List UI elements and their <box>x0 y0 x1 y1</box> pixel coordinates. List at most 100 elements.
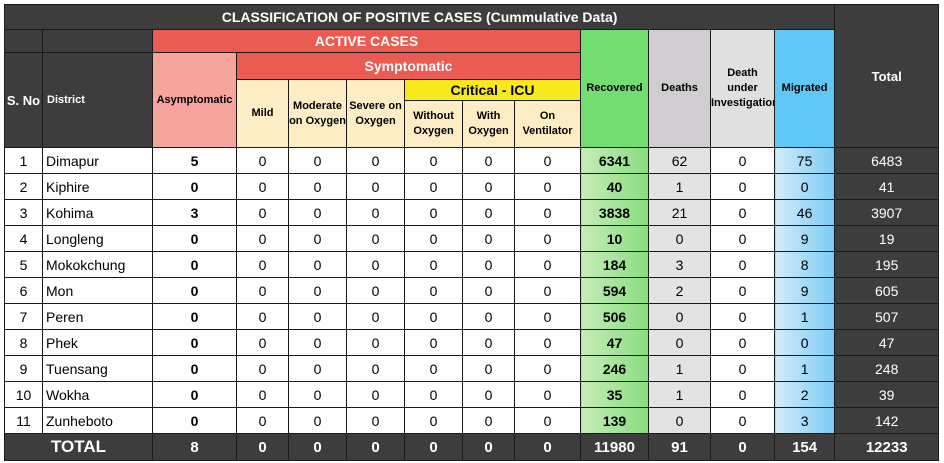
row-without-oxygen: 0 <box>404 407 463 434</box>
row-mild: 0 <box>236 173 289 200</box>
table-row: 10 Wokha 0 0 0 0 0 0 0 35 1 0 2 39 <box>4 381 940 408</box>
row-total: 248 <box>834 355 940 382</box>
row-death-investigation: 0 <box>710 199 775 226</box>
total-label: TOTAL <box>4 433 153 461</box>
row-total: 19 <box>834 225 940 252</box>
symptomatic-header: Symptomatic <box>236 52 581 80</box>
row-on-ventilator: 0 <box>514 277 581 304</box>
row-total: 142 <box>834 407 940 434</box>
total-migrated: 154 <box>773 433 836 461</box>
row-recovered: 10 <box>580 225 649 252</box>
row-moderate: 0 <box>288 199 347 226</box>
row-mild: 0 <box>236 303 289 330</box>
row-total: 39 <box>834 381 940 408</box>
row-mild: 0 <box>236 329 289 356</box>
row-on-ventilator: 0 <box>514 381 581 408</box>
row-migrated: 3 <box>773 407 836 434</box>
row-recovered: 3838 <box>580 199 649 226</box>
row-moderate: 0 <box>288 277 347 304</box>
grand-total: 12233 <box>834 433 940 461</box>
row-district: Dimapur <box>42 147 153 174</box>
table-row: 9 Tuensang 0 0 0 0 0 0 0 246 1 0 1 248 <box>4 355 940 382</box>
row-on-ventilator: 0 <box>514 329 581 356</box>
row-without-oxygen: 0 <box>404 173 463 200</box>
row-death-investigation: 0 <box>710 173 775 200</box>
table-row: 11 Zunheboto 0 0 0 0 0 0 0 139 0 0 3 142 <box>4 407 940 434</box>
row-moderate: 0 <box>288 303 347 330</box>
row-moderate: 0 <box>288 355 347 382</box>
total-moderate: 0 <box>288 433 347 461</box>
row-district: Mokokchung <box>42 251 153 278</box>
row-death-investigation: 0 <box>710 407 775 434</box>
row-district: Kiphire <box>42 173 153 200</box>
row-sno: 8 <box>4 329 43 356</box>
row-with-oxygen: 0 <box>462 147 515 174</box>
total-mild: 0 <box>236 433 289 461</box>
row-migrated: 0 <box>773 329 836 356</box>
row-moderate: 0 <box>288 173 347 200</box>
row-moderate: 0 <box>288 329 347 356</box>
row-with-oxygen: 0 <box>462 407 515 434</box>
row-death-investigation: 0 <box>710 277 775 304</box>
row-deaths: 3 <box>648 251 711 278</box>
total-asymptomatic: 8 <box>152 433 237 461</box>
row-moderate: 0 <box>288 407 347 434</box>
row-total: 195 <box>834 251 940 278</box>
row-asymptomatic: 0 <box>152 381 237 408</box>
row-mild: 0 <box>236 407 289 434</box>
row-with-oxygen: 0 <box>462 329 515 356</box>
mild-header: Mild <box>236 79 289 148</box>
with-oxygen-header: With Oxygen <box>462 100 515 148</box>
row-without-oxygen: 0 <box>404 329 463 356</box>
row-severe: 0 <box>346 173 405 200</box>
row-severe: 0 <box>346 303 405 330</box>
row-deaths: 0 <box>648 329 711 356</box>
row-asymptomatic: 0 <box>152 225 237 252</box>
row-with-oxygen: 0 <box>462 251 515 278</box>
row-death-investigation: 0 <box>710 225 775 252</box>
row-district: Wokha <box>42 381 153 408</box>
row-recovered: 47 <box>580 329 649 356</box>
total-recovered: 11980 <box>580 433 649 461</box>
critical-icu-header: Critical - ICU <box>404 79 581 101</box>
row-on-ventilator: 0 <box>514 251 581 278</box>
row-without-oxygen: 0 <box>404 355 463 382</box>
row-on-ventilator: 0 <box>514 355 581 382</box>
row-migrated: 8 <box>773 251 836 278</box>
row-asymptomatic: 0 <box>152 355 237 382</box>
total-deaths: 91 <box>648 433 711 461</box>
row-death-investigation: 0 <box>710 251 775 278</box>
row-total: 605 <box>834 277 940 304</box>
row-severe: 0 <box>346 407 405 434</box>
recovered-header: Recovered <box>580 29 649 148</box>
row-recovered: 246 <box>580 355 649 382</box>
total-row: TOTAL 8 0 0 0 0 0 0 11980 91 0 154 12233 <box>4 433 940 461</box>
severe-header: Severe on Oxygen <box>346 79 405 148</box>
without-oxygen-header: Without Oxygen <box>404 100 463 148</box>
row-severe: 0 <box>346 329 405 356</box>
row-asymptomatic: 0 <box>152 303 237 330</box>
total-without-oxygen: 0 <box>404 433 463 461</box>
row-severe: 0 <box>346 225 405 252</box>
row-deaths: 1 <box>648 381 711 408</box>
row-asymptomatic: 0 <box>152 329 237 356</box>
total-severe: 0 <box>346 433 405 461</box>
table-row: 3 Kohima 3 0 0 0 0 0 0 3838 21 0 46 3907 <box>4 199 940 226</box>
row-deaths: 0 <box>648 407 711 434</box>
row-total: 47 <box>834 329 940 356</box>
row-district: Longleng <box>42 225 153 252</box>
row-without-oxygen: 0 <box>404 381 463 408</box>
row-sno: 4 <box>4 225 43 252</box>
row-asymptomatic: 0 <box>152 277 237 304</box>
row-mild: 0 <box>236 225 289 252</box>
total-on-ventilator: 0 <box>514 433 581 461</box>
row-deaths: 2 <box>648 277 711 304</box>
row-district: Mon <box>42 277 153 304</box>
row-death-investigation: 0 <box>710 303 775 330</box>
row-total: 6483 <box>834 147 940 174</box>
row-asymptomatic: 0 <box>152 251 237 278</box>
row-district: Tuensang <box>42 355 153 382</box>
row-without-oxygen: 0 <box>404 251 463 278</box>
row-migrated: 9 <box>773 225 836 252</box>
row-migrated: 1 <box>773 355 836 382</box>
